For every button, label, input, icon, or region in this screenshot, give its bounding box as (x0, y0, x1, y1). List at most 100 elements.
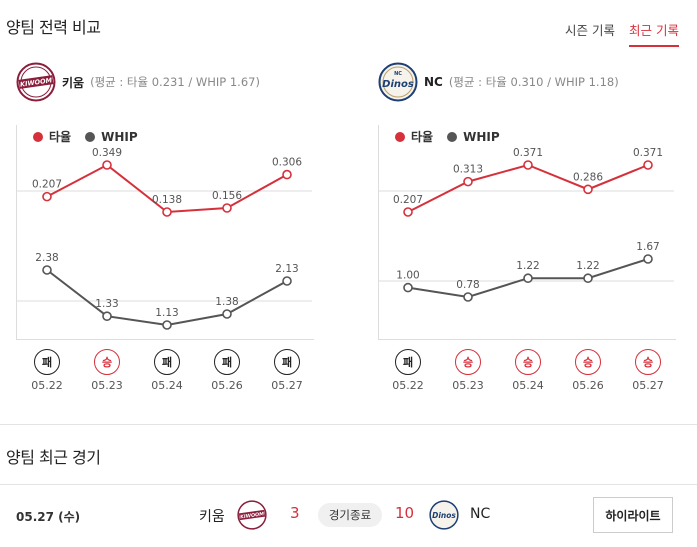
avg-data-label: 0.138 (152, 194, 182, 206)
whip-data-point (583, 273, 593, 284)
recent-games-title: 양팀 최근 경기 (6, 448, 101, 467)
avg-data-label: 0.207 (32, 179, 62, 191)
game-date-label: 05.24 (512, 379, 544, 392)
whip-data-label: 1.38 (215, 296, 238, 308)
avg-data-label: 0.156 (212, 190, 242, 202)
win-badge: 승 (94, 349, 120, 375)
loss-badge: 패 (395, 349, 421, 375)
whip-data-label: 1.22 (516, 260, 539, 272)
whip-legend-dot (447, 131, 458, 142)
avg-data-point (583, 184, 593, 195)
chart-panel-nc (378, 125, 676, 340)
whip-data-label: 2.38 (35, 252, 58, 264)
win-badge: 승 (455, 349, 481, 375)
loss-badge: 패 (274, 349, 300, 375)
svg-text:Dinos: Dinos (432, 511, 456, 520)
home-team-score: 3 (290, 504, 300, 522)
whip-data-label: 1.00 (396, 270, 419, 282)
chart-panel-kiwoom (16, 125, 314, 340)
avg-data-label: 0.371 (633, 147, 663, 159)
team-header-kiwoom: KIWOOM 키움 (평균 : 타율 0.231 / WHIP 1.67) (16, 62, 260, 102)
whip-data-point (102, 311, 112, 322)
avg-data-point (643, 160, 653, 170)
whip-data-point (403, 282, 413, 293)
avg-data-point (523, 160, 533, 170)
game-date-label: 05.22 (31, 379, 63, 392)
nc-dinos-logo-icon: Dinos (429, 500, 459, 530)
game-date-label: 05.26 (211, 379, 243, 392)
whip-data-label: 1.13 (155, 307, 178, 319)
whip-data-point (523, 273, 533, 284)
game-date-label: 05.27 (632, 379, 664, 392)
away-team-name: NC (470, 506, 491, 522)
line-charts: 0.207 0.349 0.138 0.156 0.306 2.38 1.33 1.13 1.3… (16, 147, 674, 330)
avg-legend-dot (33, 131, 43, 142)
avg-data-point (403, 207, 413, 217)
whip-data-label: 1.22 (576, 260, 599, 272)
whip-data-point (463, 292, 473, 302)
whip-data-point (282, 276, 292, 286)
home-team-name: 키움 (199, 509, 225, 525)
whip-legend-label: WHIP (101, 129, 138, 144)
team-header-nc: NC Dinos NC (평균 : 타율 0.310 / WHIP 1.18) (378, 62, 619, 102)
chart-legend: 타율 WHIP (33, 128, 138, 145)
kiwoom-logo-icon: KIWOOM (237, 500, 267, 530)
avg-data-label: 0.371 (513, 147, 543, 159)
tab-season-record[interactable]: 시즌 기록 (565, 23, 615, 38)
section-divider (0, 484, 697, 485)
avg-legend-label: 타율 (411, 130, 434, 144)
win-badge: 승 (575, 349, 601, 375)
recent-game-date: 05.27 (수) (16, 510, 81, 524)
team-name: 키움 (62, 75, 85, 90)
avg-data-point (42, 191, 52, 202)
avg-data-label: 0.313 (453, 164, 483, 176)
whip-legend-dot (85, 131, 96, 142)
whip-data-point (162, 320, 172, 330)
whip-data-point (643, 254, 653, 264)
nc-dinos-logo-icon: NC Dinos (378, 62, 418, 102)
game-date-label: 05.23 (452, 379, 484, 392)
avg-data-point (282, 169, 292, 180)
avg-data-label: 0.286 (573, 171, 603, 183)
game-date-label: 05.27 (271, 379, 303, 392)
avg-data-point (463, 176, 473, 187)
svg-text:NC: NC (394, 71, 402, 77)
avg-data-label: 0.207 (393, 194, 423, 206)
avg-legend-label: 타율 (49, 130, 72, 144)
avg-legend-dot (395, 131, 405, 142)
game-date-label: 05.26 (572, 379, 604, 392)
game-date-label: 05.24 (151, 379, 183, 392)
highlight-button[interactable]: 하이라이트 (593, 497, 673, 533)
loss-badge: 패 (154, 349, 180, 375)
whip-data-label: 1.33 (95, 298, 118, 310)
chart-legend: 타율 WHIP (395, 128, 500, 145)
section-divider (0, 424, 697, 425)
avg-data-label: 0.349 (92, 147, 122, 159)
game-status-badge: 경기종료 (318, 503, 382, 527)
avg-data-point (222, 203, 232, 213)
loss-badge: 패 (214, 349, 240, 375)
away-team-score: 10 (395, 504, 415, 522)
record-tabs: 시즌 기록 최근 기록 (565, 20, 679, 47)
game-date-label: 05.22 (392, 379, 424, 392)
whip-data-label: 0.78 (456, 279, 479, 291)
svg-text:Dinos: Dinos (382, 79, 414, 90)
whip-data-point (222, 309, 232, 319)
whip-data-label: 1.67 (636, 241, 659, 253)
avg-data-point (162, 207, 172, 217)
svg-text:KIWOOM: KIWOOM (240, 511, 265, 520)
kiwoom-logo-icon: KIWOOM (16, 62, 56, 102)
page-title: 양팀 전력 비교 (6, 18, 101, 37)
win-badge: 승 (515, 349, 541, 375)
loss-badge: 패 (34, 349, 60, 375)
win-badge: 승 (635, 349, 661, 375)
whip-data-point (42, 265, 52, 275)
tab-recent-record[interactable]: 최근 기록 (628, 20, 679, 47)
avg-series-line (407, 163, 649, 213)
team-name: NC (424, 75, 443, 89)
whip-data-label: 2.13 (275, 263, 298, 275)
game-date-label: 05.23 (91, 379, 123, 392)
team-average-stats: (평균 : 타율 0.310 / WHIP 1.18) (448, 75, 619, 89)
avg-data-label: 0.306 (272, 157, 302, 169)
team-average-stats: (평균 : 타율 0.231 / WHIP 1.67) (90, 75, 260, 89)
